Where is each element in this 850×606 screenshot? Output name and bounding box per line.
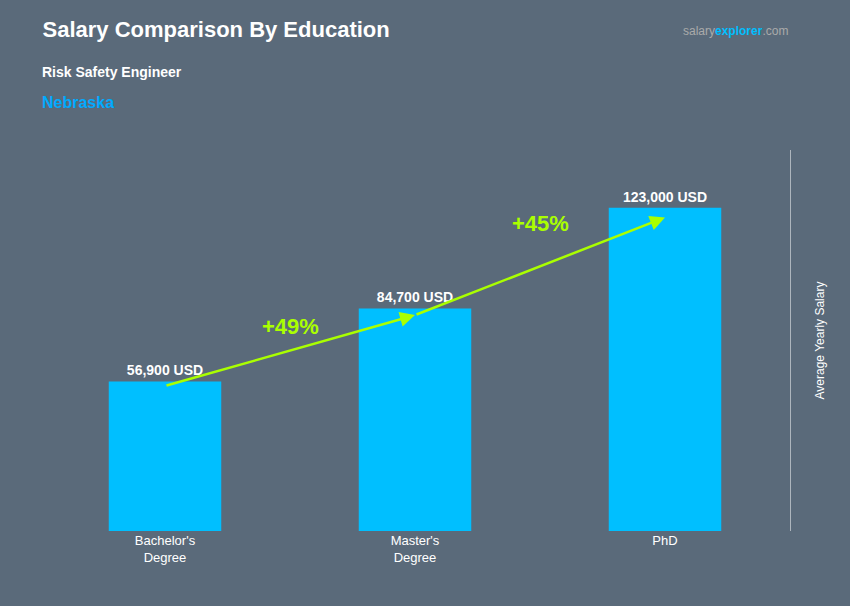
svg-text:Bachelor'sDegree: Bachelor'sDegree	[135, 533, 196, 565]
svg-text:56,900 USD: 56,900 USD	[127, 362, 203, 378]
svg-text:salaryexplorer.com: salaryexplorer.com	[683, 24, 788, 38]
svg-text:PhD: PhD	[652, 533, 677, 548]
svg-text:Nebraska: Nebraska	[42, 94, 114, 111]
svg-text:84,700 USD: 84,700 USD	[377, 289, 453, 305]
svg-text:Risk Safety Engineer: Risk Safety Engineer	[42, 64, 182, 80]
svg-text:123,000 USD: 123,000 USD	[623, 189, 707, 205]
svg-text:+49%: +49%	[262, 314, 319, 339]
svg-text:Average Yearly Salary: Average Yearly Salary	[813, 282, 827, 400]
svg-text:+45%: +45%	[512, 211, 569, 236]
svg-text:Master'sDegree: Master'sDegree	[391, 533, 440, 565]
svg-text:Salary Comparison By Education: Salary Comparison By Education	[43, 17, 390, 42]
